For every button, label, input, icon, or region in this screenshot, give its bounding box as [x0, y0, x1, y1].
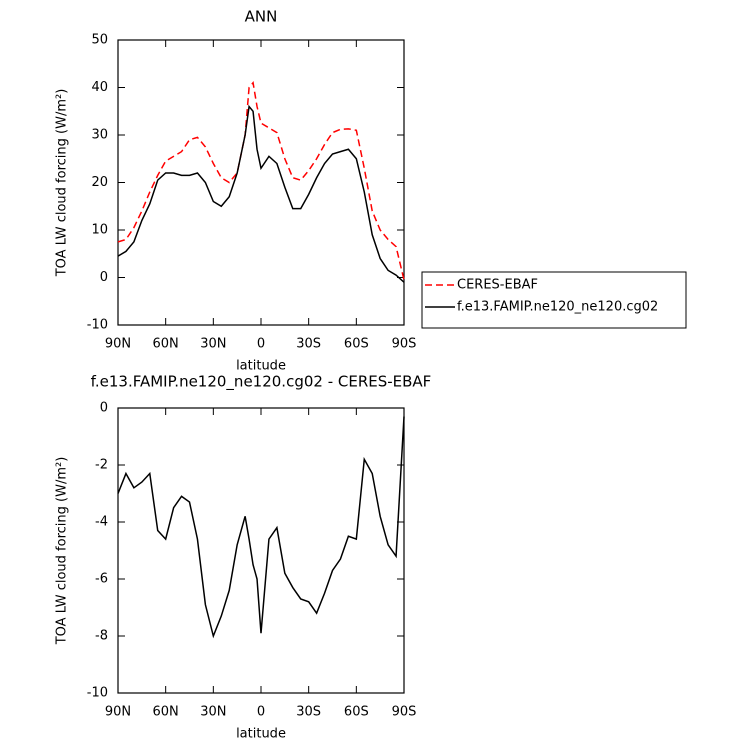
y-tick-label: 0 [100, 270, 108, 285]
y-tick-label: -6 [95, 572, 108, 587]
data-line [117, 416, 405, 639]
y-tick-label: -4 [95, 515, 108, 530]
x-axis-label: latitude [236, 359, 286, 374]
x-tick-label: 0 [257, 705, 265, 720]
y-tick-label: 40 [91, 80, 108, 95]
x-tick-label: 90N [105, 337, 131, 352]
x-tick-label: 30S [296, 705, 321, 720]
y-tick-label: 0 [100, 401, 108, 416]
legend-label: f.e13.FAMIP.ne120_ne120.cg02 [457, 300, 658, 315]
plot-frame [117, 407, 405, 694]
y-tick-label: -2 [95, 458, 108, 473]
x-tick-label: 30N [200, 705, 226, 720]
y-tick-label: -10 [87, 686, 108, 701]
x-tick-label: 90N [105, 705, 131, 720]
x-tick-label: 60S [344, 337, 369, 352]
y-tick-label: 30 [91, 128, 108, 143]
plot-frame [117, 39, 405, 326]
y-tick-label: 20 [91, 175, 108, 190]
chart-title: f.e13.FAMIP.ne120_ne120.cg02 - CERES-EBA… [91, 373, 432, 392]
y-tick-label: 10 [91, 223, 108, 238]
x-tick-label: 30N [200, 337, 226, 352]
legend-box [421, 271, 687, 329]
y-tick-label: -10 [87, 318, 108, 333]
y-axis-label: TOA LW cloud forcing (W/m²) [55, 457, 70, 646]
data-line [117, 104, 405, 283]
x-tick-label: 90S [392, 337, 417, 352]
y-tick-label: -8 [95, 629, 108, 644]
x-tick-label: 60N [153, 337, 179, 352]
x-tick-label: 60N [153, 705, 179, 720]
x-tick-label: 30S [296, 337, 321, 352]
chart-title: ANN [245, 8, 278, 26]
y-tick-label: 50 [91, 33, 108, 48]
legend-label: CERES-EBAF [457, 278, 538, 293]
x-tick-label: 90S [392, 705, 417, 720]
y-axis-label: TOA LW cloud forcing (W/m²) [55, 89, 70, 278]
x-tick-label: 60S [344, 705, 369, 720]
x-axis-label: latitude [236, 727, 286, 742]
data-line [117, 81, 405, 281]
x-tick-label: 0 [257, 337, 265, 352]
